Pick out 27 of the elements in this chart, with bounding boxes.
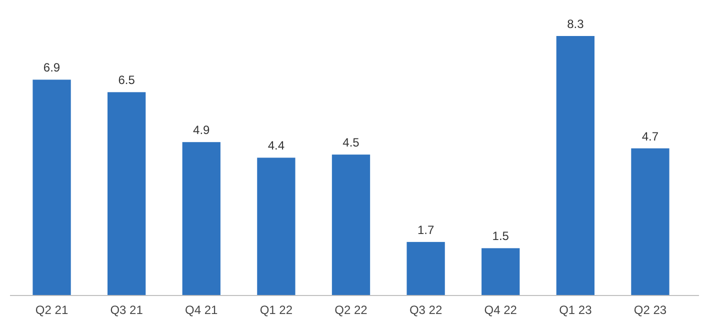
- data-label: 4.9: [193, 123, 210, 138]
- x-tick-label: Q2 21: [35, 303, 68, 317]
- bar: [406, 242, 445, 295]
- x-tick-label: Q3 21: [110, 303, 144, 317]
- x-tick-label: Q2 23: [634, 303, 667, 317]
- data-label: 6.9: [43, 60, 60, 75]
- bar: [108, 92, 146, 295]
- x-tick-label: Q2 22: [334, 303, 368, 317]
- bar: [556, 36, 594, 295]
- x-tick-label: Q3 22: [409, 303, 442, 317]
- bar: [332, 154, 370, 295]
- data-label: 4.4: [268, 138, 285, 153]
- x-tick-label: Q4 21: [185, 303, 218, 317]
- bar: [482, 248, 520, 295]
- bar: [32, 80, 71, 295]
- x-tick-label: Q4 22: [484, 303, 518, 317]
- data-label: 1.5: [492, 229, 510, 244]
- bar: [631, 148, 670, 295]
- bar: [257, 158, 296, 295]
- data-label: 8.3: [567, 17, 584, 31]
- x-tick-label: Q1 23: [559, 303, 592, 317]
- data-label: 1.7: [417, 222, 434, 237]
- x-tick-label: Q1 22: [260, 303, 293, 317]
- bar: [182, 142, 220, 295]
- data-label: 6.5: [118, 73, 136, 88]
- data-label: 4.5: [342, 136, 360, 150]
- data-label: 4.7: [642, 129, 659, 144]
